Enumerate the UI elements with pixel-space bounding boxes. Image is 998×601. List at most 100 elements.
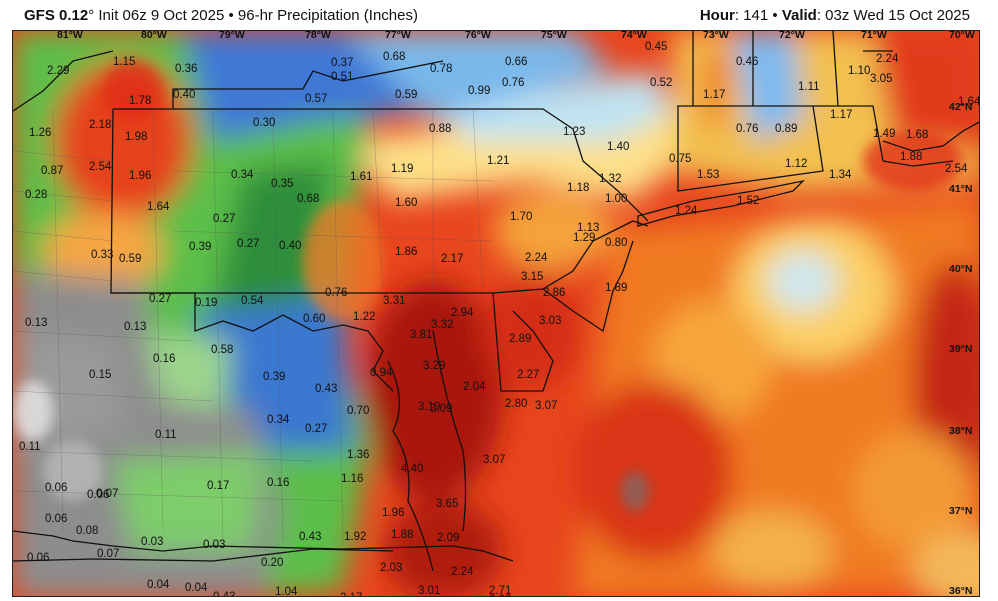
precip-value-label: 0.13 [25,317,48,329]
precip-value-label: 1.34 [829,169,852,181]
precip-value-label: 1.70 [510,211,533,223]
precip-value-label: 2.54 [89,161,112,173]
precip-value-label: 0.08 [76,525,99,537]
precip-value-label: 0.19 [195,297,218,309]
precip-value-label: 1.21 [487,155,510,167]
precip-value-label: 0.13 [124,321,147,333]
precip-value-label: 1.12 [785,158,808,170]
longitude-tick-label: 71°W [861,30,887,41]
degree-symbol: ° [88,7,95,24]
precip-value-label: 0.34 [231,169,254,181]
precip-value-label: 0.54 [241,295,264,307]
precip-value-label: 3.29 [423,360,446,372]
precip-value-label: 1.13 [577,222,600,234]
longitude-tick-label: 79°W [219,30,245,41]
precip-value-label: 2.17 [340,592,362,596]
precip-value-label: 1.17 [830,109,853,121]
precip-value-label: 2.04 [463,381,486,393]
precip-value-label: 1.00 [605,193,628,205]
precip-value-label: 0.68 [383,51,406,63]
precip-value-label: 0.59 [119,253,142,265]
longitude-tick-label: 76°W [465,30,491,41]
precip-value-label: 3.32 [431,319,454,331]
precip-value-label: 0.33 [91,249,114,261]
precip-value-label: 0.36 [175,63,198,75]
precip-value-label: 0.03 [203,539,226,551]
precip-value-label: 2.71 [489,585,512,597]
precip-value-label: 0.06 [87,489,110,501]
precip-value-label: 0.46 [736,56,759,68]
precip-value-label: 3.03 [539,315,562,327]
precip-value-label: 3.15 [521,271,544,283]
precip-value-label: 0.43 [315,383,338,395]
precip-value-label: 3.01 [418,585,441,597]
precip-value-label: 1.88 [900,151,923,163]
precip-value-label: 0.66 [505,56,528,68]
precip-value-label: 0.17 [207,480,230,492]
precip-value-label: 2.54 [945,163,968,175]
precip-value-label: 0.88 [429,123,452,135]
precip-value-label: 0.57 [305,93,328,105]
precip-value-label: 1.89 [605,282,628,294]
precip-value-label: 0.87 [41,165,64,177]
precip-value-label: 4.40 [401,463,424,475]
precip-value-label: 2.24 [451,566,474,578]
precip-value-label: 1.68 [906,129,929,141]
precip-value-label: 0.27 [149,293,172,305]
precip-value-label: 0.76 [325,287,348,299]
precip-value-label: 1.22 [353,311,376,323]
precip-value-label: 0.30 [253,117,276,129]
valid-separator: • [772,7,778,24]
product-name: 96-hr Precipitation (Inches) [237,7,418,24]
precip-value-label: 0.40 [173,89,196,101]
precip-value-label: 1.64 [958,96,980,108]
precip-value-label: 0.06 [45,482,68,494]
precip-value-label: 3.65 [436,498,459,510]
model-name: GFS 0.12 [24,7,89,24]
precip-value-label: 0.58 [211,344,234,356]
precip-value-label: 1.88 [391,529,414,541]
longitude-tick-label: 81°W [57,30,83,41]
precip-value-label: 2.80 [505,398,528,410]
precip-value-label: 1.26 [29,127,52,139]
precip-value-label: 0.11 [155,429,177,441]
precip-value-label: 2.89 [509,333,532,345]
precip-value-label: 0.07 [97,548,120,560]
precip-value-label: 2.24 [876,53,899,65]
precip-value-label: 1.96 [382,507,405,519]
precip-value-label: 2.93 [489,594,511,596]
map-header: GFS 0.12° Init 06z 9 Oct 2025 • 96-hr Pr… [0,0,998,30]
precip-field [13,31,979,596]
precip-value-label: 0.59 [395,89,418,101]
precip-value-label: 0.75 [669,153,692,165]
precip-value-label: 0.52 [650,77,673,89]
precip-value-label: 0.37 [331,57,354,69]
latitude-tick-label: 41°N [949,183,973,195]
precip-value-label: 0.99 [468,85,491,97]
precip-value-label: 3.09 [430,403,453,415]
precip-value-label: 1.64 [147,201,170,213]
precip-value-label: 0.06 [45,513,68,525]
precip-value-label: 3.19 [418,401,441,413]
precipitation-map[interactable]: 2.29 1.15 0.36 0.37 0.68 0.78 0.66 0.45 0.46 1.10… [12,30,980,597]
precip-value-label: 0.27 [305,423,328,435]
precip-value-label: 2.27 [517,369,540,381]
longitude-tick-label: 70°W [949,30,975,41]
longitude-tick-label: 73°W [703,30,729,41]
precip-value-label: 0.43 [299,531,322,543]
hour-value: : 141 [734,7,769,24]
precip-value-label: 0.60 [303,313,326,325]
precip-value-label: 1.10 [848,65,871,77]
precip-value-label: 0.16 [153,353,176,365]
latitude-tick-label: 39°N [949,343,973,355]
precip-value-label: 0.35 [271,178,294,190]
precip-value-label: 1.23 [563,126,586,138]
init-time: Init 06z 9 Oct 2025 [98,7,225,24]
precip-value-label: 2.24 [525,252,548,264]
latitude-tick-label: 36°N [949,585,973,597]
precip-value-label: 1.32 [599,173,622,185]
latitude-tick-label: 38°N [949,425,973,437]
precip-value-label: 3.81 [410,329,433,341]
longitude-tick-label: 80°W [141,30,167,41]
precip-value-label: 0.27 [237,238,260,250]
